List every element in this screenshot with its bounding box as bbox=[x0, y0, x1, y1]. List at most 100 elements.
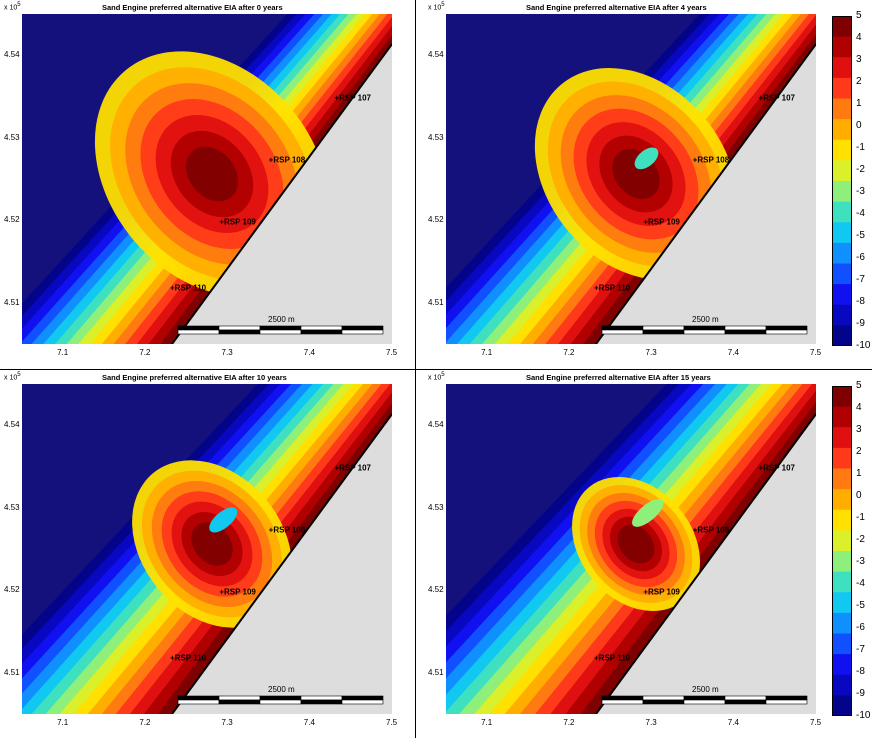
x-tick-label: 7.5 bbox=[810, 348, 822, 357]
x-tick-label: 7.5 bbox=[386, 348, 398, 357]
colorbar-segment bbox=[832, 263, 852, 285]
scalebar-segment bbox=[601, 695, 644, 701]
chart-title: Sand Engine preferred alternative EIA af… bbox=[526, 3, 707, 12]
colorbar-segment bbox=[832, 222, 852, 244]
colorbar-tick-label: -5 bbox=[856, 230, 865, 241]
y-tick-label: 4.54 bbox=[4, 50, 20, 60]
scalebar-label: 2500 m bbox=[268, 315, 295, 324]
y-axis-exponent-power: 5 bbox=[441, 2, 445, 8]
station-marker: +RSP 108 bbox=[693, 156, 730, 165]
scalebar-segment bbox=[601, 325, 644, 331]
y-tick-label: 4.54 bbox=[428, 50, 444, 60]
colorbar-segment bbox=[832, 427, 852, 449]
colorbar-segment bbox=[832, 406, 852, 428]
chart-title: Sand Engine preferred alternative EIA af… bbox=[526, 373, 711, 382]
y-tick-label: 4.53 bbox=[428, 132, 444, 142]
colorbar-tick-label: -6 bbox=[856, 622, 865, 633]
colorbar-segment bbox=[832, 242, 852, 264]
scalebar-segment bbox=[341, 325, 384, 331]
scalebar-segment bbox=[601, 329, 644, 335]
colorbar bbox=[832, 386, 852, 717]
colorbar-segment bbox=[832, 509, 852, 531]
colorbar-tick-label: -4 bbox=[856, 578, 865, 589]
colorbar-tick-label: -3 bbox=[856, 186, 865, 197]
shoreline bbox=[595, 43, 816, 344]
scalebar-segment bbox=[341, 329, 384, 335]
colorbar-tick-label: 3 bbox=[856, 424, 862, 435]
scalebar-segment bbox=[683, 699, 726, 705]
chart-panel: Sand Engine preferred alternative EIA af… bbox=[424, 370, 870, 738]
station-marker: +RSP 108 bbox=[269, 526, 306, 535]
scalebar-segment bbox=[341, 699, 384, 705]
station-marker: +RSP 107 bbox=[334, 94, 371, 103]
shoreline bbox=[595, 413, 816, 714]
colorbar-tick-label: 1 bbox=[856, 468, 862, 479]
lagoon-contour bbox=[209, 507, 238, 533]
scalebar-segment bbox=[765, 695, 808, 701]
y-axis-exponent: x 105 bbox=[428, 2, 445, 11]
colorbar-segment bbox=[832, 612, 852, 634]
y-axis-exponent-base: x 10 bbox=[4, 4, 18, 12]
map-plot-area: +RSP 107 +RSP 108 +RSP 109 +RSP 110 2500 m bbox=[446, 384, 816, 714]
station-marker: +RSP 107 bbox=[758, 94, 795, 103]
scalebar-segment bbox=[218, 699, 261, 705]
station-label: +RSP 107 bbox=[334, 94, 371, 103]
colorbar-segment bbox=[832, 551, 852, 573]
x-tick-label: 7.3 bbox=[645, 348, 657, 357]
x-tick-label: 7.2 bbox=[563, 348, 575, 357]
bathymetry-map: +RSP 107 +RSP 108 +RSP 109 +RSP 110 2500 m bbox=[446, 384, 816, 714]
station-label: +RSP 109 bbox=[643, 587, 680, 596]
scalebar-segment bbox=[642, 695, 685, 701]
x-tick-label: 7.5 bbox=[386, 718, 398, 727]
x-tick-label: 7.1 bbox=[481, 348, 493, 357]
colorbar-segment bbox=[832, 36, 852, 58]
station-label: +RSP 108 bbox=[693, 156, 730, 165]
colorbar-segment bbox=[832, 119, 852, 141]
scalebar-segment bbox=[300, 699, 343, 705]
colorbar bbox=[832, 16, 852, 347]
station-label: +RSP 110 bbox=[594, 653, 631, 662]
bathymetry-map: +RSP 107 +RSP 108 +RSP 109 +RSP 110 2500 m bbox=[22, 14, 392, 344]
sand-engine-contour bbox=[191, 522, 233, 566]
shoreline bbox=[171, 43, 392, 344]
colorbar-tick-label: -10 bbox=[856, 340, 871, 351]
colorbar-border bbox=[832, 16, 852, 346]
colorbar-segment bbox=[832, 633, 852, 655]
colorbar-tick-label: 5 bbox=[856, 10, 862, 21]
scalebar-segment bbox=[642, 329, 685, 335]
colorbar-tick-label: -4 bbox=[856, 208, 865, 219]
scalebar-label: 2500 m bbox=[692, 685, 719, 694]
y-axis-exponent: x 105 bbox=[428, 372, 445, 381]
colorbar-segment bbox=[832, 16, 852, 38]
scalebar-segment bbox=[177, 329, 220, 335]
map-plot-area: +RSP 107 +RSP 108 +RSP 109 +RSP 110 2500 m bbox=[22, 384, 392, 714]
scalebar-segment bbox=[724, 699, 767, 705]
y-axis-exponent: x 105 bbox=[4, 2, 21, 11]
station-marker: +RSP 109 bbox=[643, 217, 680, 226]
colorbar-segment bbox=[832, 674, 852, 696]
station-label: +RSP 110 bbox=[170, 653, 207, 662]
x-tick-label: 7.4 bbox=[303, 718, 315, 727]
colorbar-segment bbox=[832, 468, 852, 490]
lagoon-contour bbox=[634, 147, 659, 170]
scalebar-segment bbox=[765, 699, 808, 705]
scalebar-segment bbox=[642, 699, 685, 705]
colorbar-segment bbox=[832, 304, 852, 326]
chart-panel: Sand Engine preferred alternative EIA af… bbox=[424, 0, 870, 368]
y-axis-exponent-base: x 10 bbox=[428, 374, 442, 382]
x-tick-label: 7.4 bbox=[727, 348, 739, 357]
station-label: +RSP 107 bbox=[758, 94, 795, 103]
colorbar-tick-label: -3 bbox=[856, 556, 865, 567]
panel-divider-horizontal bbox=[0, 369, 872, 370]
station-label: +RSP 109 bbox=[219, 217, 256, 226]
y-tick-label: 4.52 bbox=[428, 215, 444, 225]
station-marker: +RSP 110 bbox=[594, 653, 631, 662]
scalebar-segment bbox=[683, 329, 726, 335]
colorbar-svg bbox=[832, 16, 852, 347]
colorbar-segment bbox=[832, 181, 852, 203]
x-tick-label: 7.2 bbox=[139, 348, 151, 357]
colorbar-tick-label: -1 bbox=[856, 142, 865, 153]
colorbar-tick-label: -9 bbox=[856, 688, 865, 699]
scalebar-segment bbox=[259, 329, 302, 335]
colorbar-tick-label: 0 bbox=[856, 120, 862, 131]
